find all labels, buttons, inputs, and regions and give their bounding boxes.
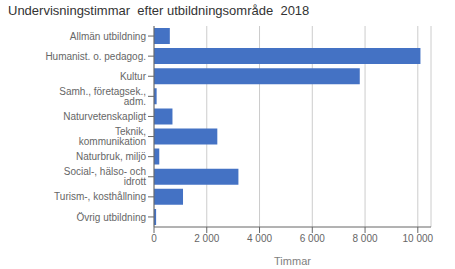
- svg-text:4 000: 4 000: [247, 233, 272, 244]
- svg-text:2 000: 2 000: [194, 233, 219, 244]
- svg-text:Social-, hälso- ochidrott: Social-, hälso- ochidrott: [64, 166, 146, 187]
- svg-text:0: 0: [151, 233, 157, 244]
- svg-text:Turism-, kosthållning: Turism-, kosthållning: [54, 191, 146, 202]
- svg-text:Timmar: Timmar: [274, 255, 311, 267]
- svg-text:Samh., företagsek.,adm.: Samh., företagsek.,adm.: [59, 86, 146, 107]
- svg-text:Teknik,kommunikation: Teknik,kommunikation: [79, 126, 146, 147]
- svg-text:Naturvetenskapligt: Naturvetenskapligt: [63, 111, 146, 122]
- svg-text:Naturbruk, miljö: Naturbruk, miljö: [76, 151, 146, 162]
- html-text:Undervisningstimmar efter utbi: Undervisningstimmar efter utbildningsomr…: [8, 3, 310, 18]
- svg-text:Övrig utbildning: Övrig utbildning: [77, 212, 146, 223]
- svg-text:8 000: 8 000: [353, 233, 378, 244]
- svg-text:6 000: 6 000: [300, 233, 325, 244]
- svg-text:Humanist. o. pedagog.: Humanist. o. pedagog.: [45, 51, 146, 62]
- svg-text:Allmän utbildning: Allmän utbildning: [70, 31, 146, 42]
- svg-text:Kultur: Kultur: [120, 71, 147, 82]
- svg-text:10 000: 10 000: [403, 233, 434, 244]
